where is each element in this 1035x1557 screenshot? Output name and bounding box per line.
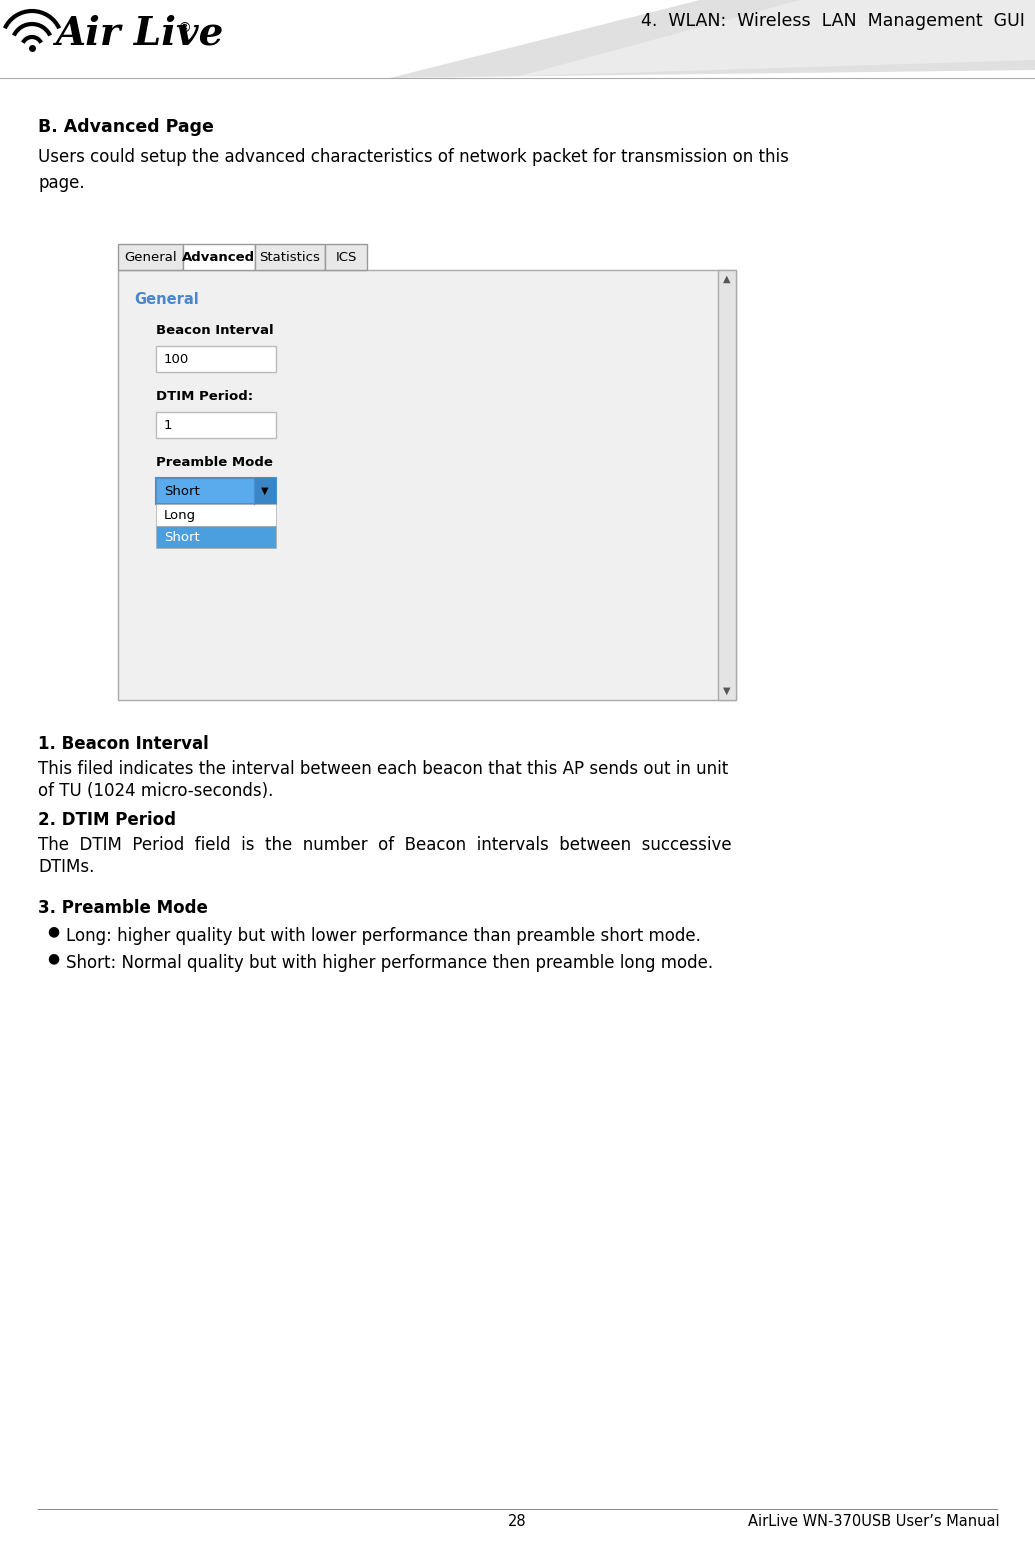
Text: Advanced: Advanced bbox=[182, 251, 256, 263]
Text: ICS: ICS bbox=[335, 251, 357, 263]
Text: ▼: ▼ bbox=[261, 486, 269, 497]
Bar bbox=[156, 413, 276, 438]
Bar bbox=[156, 504, 276, 526]
Text: DTIMs.: DTIMs. bbox=[38, 858, 94, 877]
Text: AirLive WN-370USB User’s Manual: AirLive WN-370USB User’s Manual bbox=[748, 1513, 1000, 1529]
Bar bbox=[254, 478, 276, 504]
Text: ●: ● bbox=[47, 923, 59, 937]
Polygon shape bbox=[520, 0, 1035, 76]
Text: General: General bbox=[134, 293, 199, 307]
Bar bbox=[118, 244, 183, 269]
Text: The  DTIM  Period  field  is  the  number  of  Beacon  intervals  between  succe: The DTIM Period field is the number of B… bbox=[38, 836, 732, 853]
Text: Short: Normal quality but with higher performance then preamble long mode.: Short: Normal quality but with higher pe… bbox=[66, 954, 713, 972]
Text: 1: 1 bbox=[164, 419, 173, 431]
Text: ▲: ▲ bbox=[723, 274, 731, 283]
Text: Long: higher quality but with lower performance than preamble short mode.: Long: higher quality but with lower perf… bbox=[66, 926, 701, 945]
Text: 4.  WLAN:  Wireless  LAN  Management  GUI: 4. WLAN: Wireless LAN Management GUI bbox=[641, 12, 1025, 30]
Text: ●: ● bbox=[47, 951, 59, 965]
Text: ®: ® bbox=[177, 22, 190, 36]
Polygon shape bbox=[390, 0, 1035, 78]
Bar bbox=[118, 269, 736, 701]
Bar bbox=[156, 346, 276, 372]
Text: Users could setup the advanced characteristics of network packet for transmissio: Users could setup the advanced character… bbox=[38, 148, 789, 167]
Text: Preamble Mode: Preamble Mode bbox=[156, 456, 273, 469]
Bar bbox=[156, 526, 276, 548]
Text: 1. Beacon Interval: 1. Beacon Interval bbox=[38, 735, 209, 754]
Text: page.: page. bbox=[38, 174, 85, 192]
Bar bbox=[255, 244, 325, 269]
Text: ▼: ▼ bbox=[723, 687, 731, 696]
Bar bbox=[0, 0, 1035, 78]
Text: 2. DTIM Period: 2. DTIM Period bbox=[38, 811, 176, 828]
Text: of TU (1024 micro-seconds).: of TU (1024 micro-seconds). bbox=[38, 782, 273, 800]
Text: DTIM Period:: DTIM Period: bbox=[156, 389, 254, 403]
Bar bbox=[156, 478, 276, 504]
Text: B. Advanced Page: B. Advanced Page bbox=[38, 118, 214, 135]
Text: Air Live: Air Live bbox=[55, 14, 224, 51]
Text: 28: 28 bbox=[508, 1513, 527, 1529]
Bar bbox=[325, 244, 367, 269]
Text: Long: Long bbox=[164, 509, 196, 522]
Text: Short: Short bbox=[164, 484, 200, 498]
Bar bbox=[183, 244, 255, 269]
Text: Statistics: Statistics bbox=[260, 251, 321, 263]
Text: General: General bbox=[124, 251, 177, 263]
Text: This filed indicates the interval between each beacon that this AP sends out in : This filed indicates the interval betwee… bbox=[38, 760, 729, 778]
Text: Beacon Interval: Beacon Interval bbox=[156, 324, 273, 336]
Text: 3. Preamble Mode: 3. Preamble Mode bbox=[38, 898, 208, 917]
Bar bbox=[718, 269, 736, 701]
Text: Short: Short bbox=[164, 531, 200, 543]
Text: 100: 100 bbox=[164, 352, 189, 366]
